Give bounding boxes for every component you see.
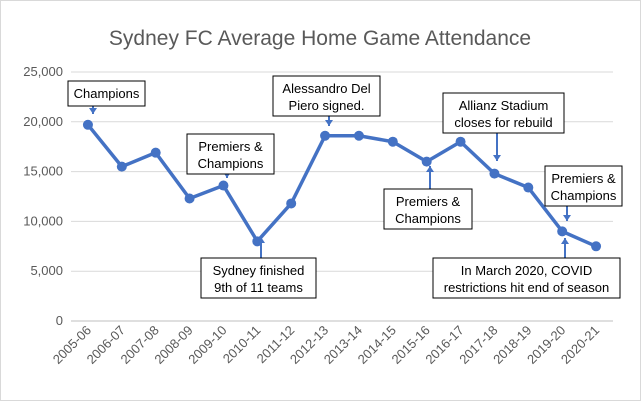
annotation-arrowhead xyxy=(493,155,501,161)
annotation-text: Sydney finished xyxy=(213,263,305,278)
data-point xyxy=(523,182,534,193)
x-axis-ticks: 2005-062006-072007-082008-092009-102010-… xyxy=(50,323,602,367)
data-point xyxy=(387,136,398,147)
data-point xyxy=(218,180,229,191)
annotation-text: In March 2020, COVID xyxy=(461,263,593,278)
x-tick-label: 2020-21 xyxy=(558,323,602,367)
y-tick-label: 10,000 xyxy=(23,213,63,228)
data-point xyxy=(82,119,93,130)
annotation-box xyxy=(200,257,317,299)
annotation: Premiers & Champions xyxy=(383,166,473,230)
annotation-arrowhead xyxy=(561,238,569,244)
annotation-text: Alessandro Del xyxy=(282,81,370,96)
data-point xyxy=(421,156,432,167)
annotation: Sydney finished 9th of 11 teams xyxy=(200,237,317,299)
data-point xyxy=(353,130,364,141)
data-point xyxy=(184,193,195,204)
annotation: Alessandro Del Piero signed. xyxy=(272,75,381,126)
series-line xyxy=(86,123,598,249)
annotation: Premiers & Champions xyxy=(544,165,623,221)
annotation-text: Premiers & xyxy=(198,139,263,154)
annotation-text: Premiers & xyxy=(396,194,461,209)
annotation-box xyxy=(186,133,275,175)
data-point xyxy=(320,130,331,141)
series-layer xyxy=(82,119,602,252)
annotation-box xyxy=(544,165,623,207)
annotation: In March 2020, COVID restrictions hit end… xyxy=(432,238,621,299)
y-tick-label: 25,000 xyxy=(23,64,63,79)
annotation: Champions xyxy=(67,80,146,114)
gridlines xyxy=(71,71,613,322)
y-tick-label: 5,000 xyxy=(30,263,63,278)
chart-title: Sydney FC Average Home Game Attendance xyxy=(109,27,531,50)
data-point xyxy=(116,161,127,172)
y-axis-ticks: 0 5,000 10,000 15,000 20,000 25,000 xyxy=(23,64,63,328)
data-point xyxy=(557,226,568,237)
annotation-arrowhead xyxy=(89,108,97,114)
annotation-text: Champions xyxy=(551,188,617,203)
annotation-arrowhead xyxy=(563,215,571,221)
annotation: Allianz Stadium closes for rebuild xyxy=(442,92,565,161)
annotation-arrowhead xyxy=(257,237,265,243)
annotation-box xyxy=(383,188,473,230)
annotation-box xyxy=(442,92,565,134)
data-point xyxy=(455,136,466,147)
data-point xyxy=(150,147,161,158)
annotation-text: closes for rebuild xyxy=(454,115,552,130)
y-tick-label: 0 xyxy=(56,313,63,328)
data-point xyxy=(286,198,297,209)
annotation-text: 9th of 11 teams xyxy=(214,280,303,295)
annotation-box xyxy=(67,80,146,107)
annotation-text: restrictions hit end of season xyxy=(444,280,609,295)
annotations: Champions Premiers & Champions Sydney finis… xyxy=(67,75,623,299)
y-tick-label: 15,000 xyxy=(23,164,63,179)
annotation-text: Allianz Stadium xyxy=(459,98,549,113)
annotation-arrowhead xyxy=(325,120,333,126)
y-tick-label: 20,000 xyxy=(23,114,63,129)
data-point xyxy=(489,168,500,179)
annotation-text: Champions xyxy=(395,211,461,226)
data-point xyxy=(591,241,602,252)
annotation-text: Premiers & xyxy=(551,171,616,186)
annotation-box xyxy=(272,75,381,117)
annotation-text: Piero signed. xyxy=(289,98,365,113)
annotation-text: Champions xyxy=(198,156,264,171)
annotation: Premiers & Champions xyxy=(186,133,275,178)
annotation-text: Champions xyxy=(74,86,140,101)
annotation-box xyxy=(432,257,621,299)
annotation-arrowhead xyxy=(426,166,434,172)
x-tick-label: 2009-10 xyxy=(185,323,229,367)
